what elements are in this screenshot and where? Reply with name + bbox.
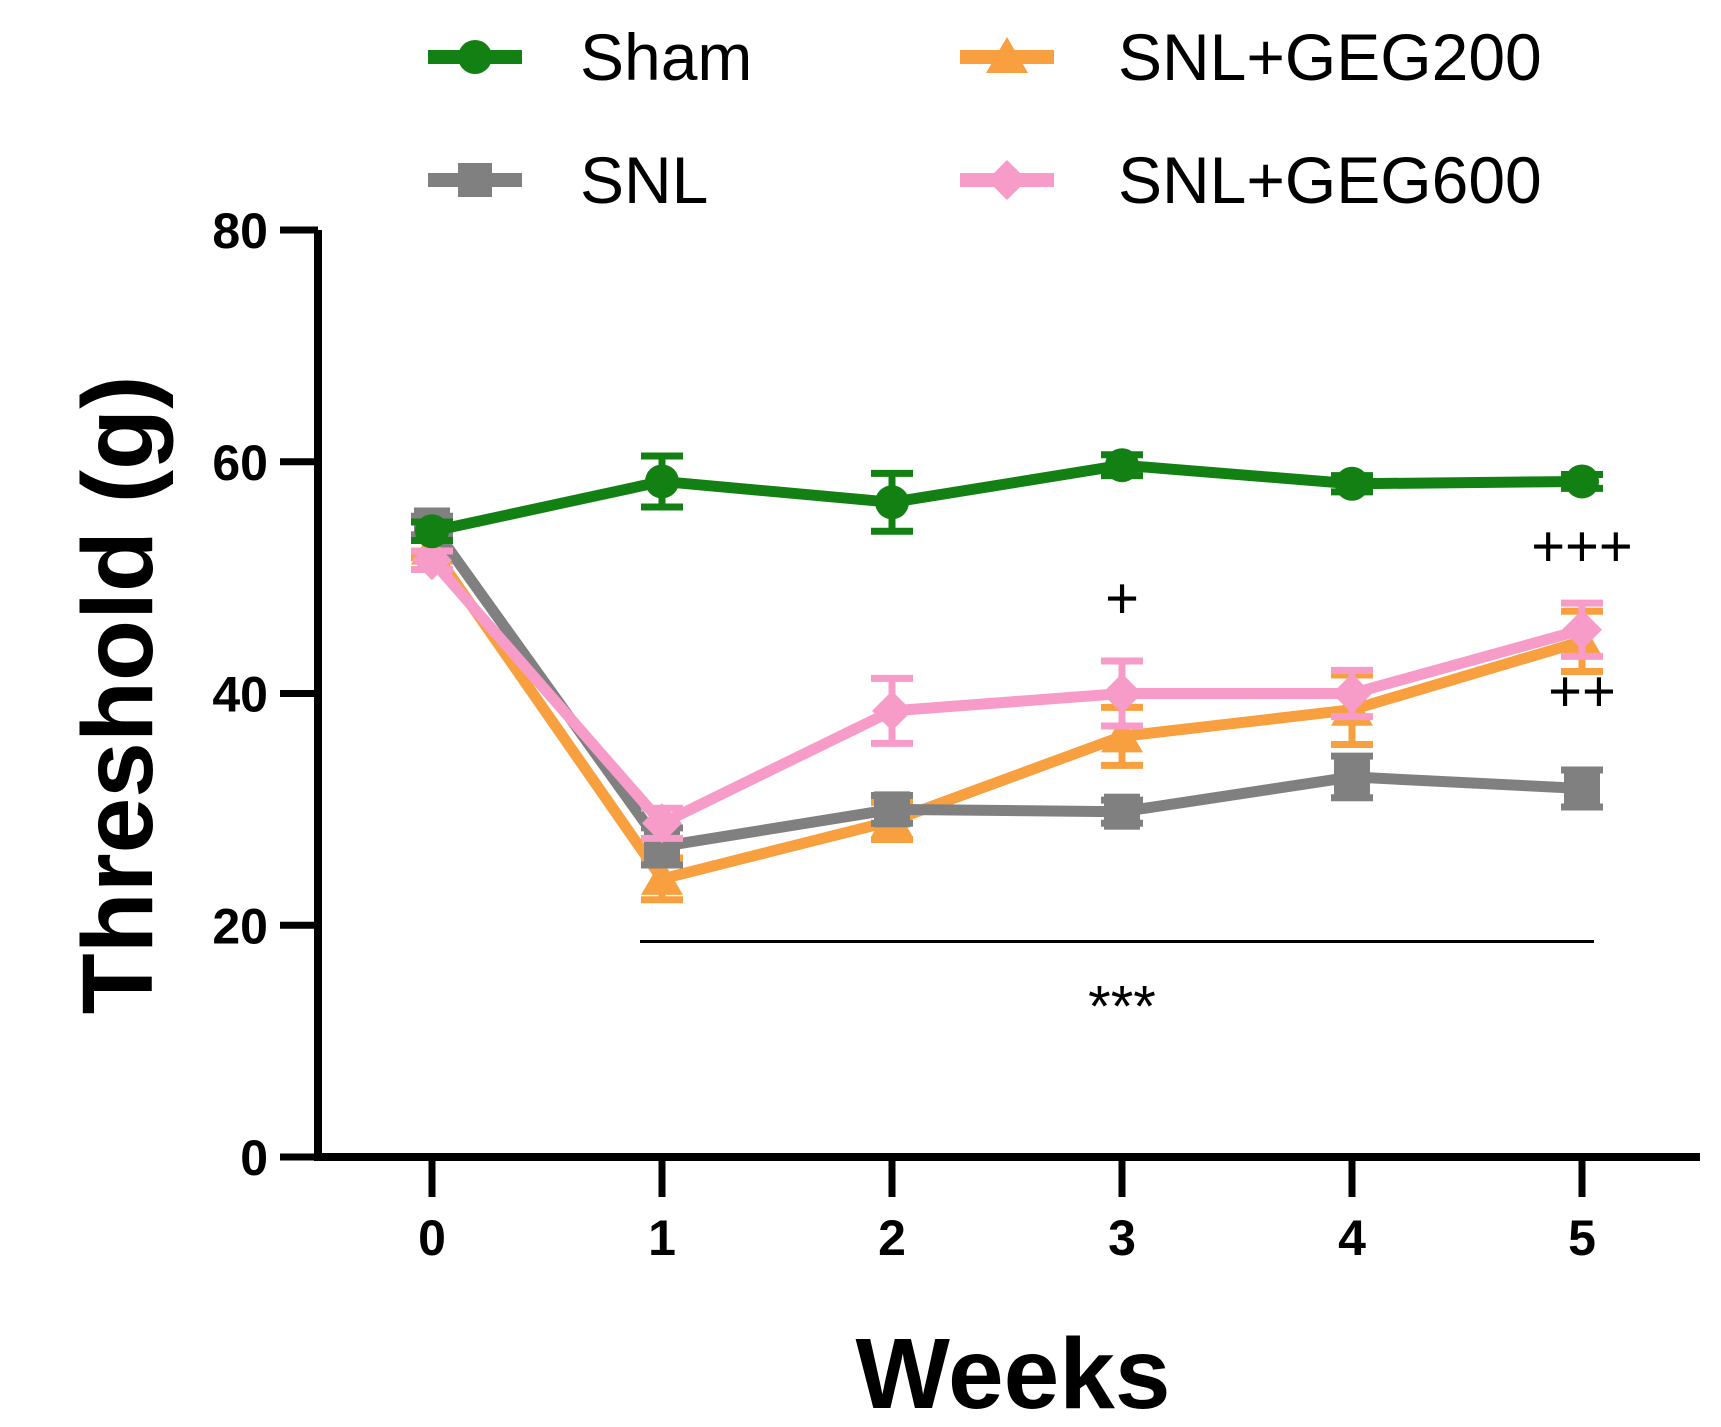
marker-snl-geg600-1 — [642, 803, 682, 844]
x-tick-label-2: 2 — [878, 1210, 906, 1266]
x-axis-title: Weeks — [855, 1318, 1170, 1427]
marker-snl-geg600-3 — [1102, 673, 1142, 714]
legend-marker-snl-geg200 — [986, 37, 1028, 73]
marker-snl-3 — [1104, 793, 1140, 830]
marker-snl-geg600-4 — [1332, 673, 1372, 714]
marker-snl-2 — [874, 791, 910, 828]
legend: Sham SNL SNL+GEG200 SNL+GEG600 — [428, 20, 1542, 217]
legend-marker-sham — [458, 40, 492, 74]
marker-snl-geg600-5 — [1562, 609, 1602, 650]
annotation-sig-bar: *** — [1088, 974, 1156, 1039]
marker-snl-5 — [1564, 770, 1600, 807]
y-tick-label-60: 60 — [212, 435, 268, 491]
series-snl-geg600 — [411, 540, 1603, 844]
y-tick-label-80: 80 — [212, 203, 268, 259]
legend-item-snl-geg200: SNL+GEG200 — [960, 20, 1542, 94]
legend-label-sham: Sham — [580, 20, 752, 94]
legend-item-sham: Sham — [428, 20, 752, 94]
axes: 0 20 40 60 80 0 1 2 3 4 5 — [212, 203, 1700, 1266]
legend-label-snl-geg600: SNL+GEG600 — [1118, 143, 1542, 217]
marker-snl-geg200-3 — [1101, 716, 1143, 753]
marker-snl-geg600-2 — [872, 690, 912, 731]
legend-item-snl-geg600: SNL+GEG600 — [960, 143, 1542, 217]
marker-sham-3 — [1105, 448, 1139, 483]
marker-sham-1 — [645, 464, 679, 499]
legend-marker-snl — [458, 163, 492, 197]
marker-sham-0 — [415, 514, 449, 549]
series-sham — [411, 448, 1603, 549]
annotations: ***++++++ — [640, 514, 1633, 1039]
marker-sham-2 — [875, 485, 909, 520]
x-tick-label-4: 4 — [1338, 1210, 1366, 1266]
legend-label-snl: SNL — [580, 143, 708, 217]
x-tick-label-5: 5 — [1568, 1210, 1596, 1266]
y-tick-label-20: 20 — [212, 898, 268, 954]
y-axis-title: Threshold (g) — [62, 376, 174, 1015]
plot-area — [411, 448, 1603, 904]
line-snl-geg600 — [427, 556, 1584, 829]
marker-sham-5 — [1565, 464, 1599, 499]
x-tick-label-0: 0 — [418, 1210, 446, 1266]
x-tick-label-1: 1 — [648, 1210, 676, 1266]
legend-item-snl: SNL — [428, 143, 708, 217]
x-tick-label-3: 3 — [1108, 1210, 1136, 1266]
legend-marker-snl-geg600 — [987, 160, 1027, 200]
marker-sham-4 — [1335, 466, 1369, 501]
annotation-week3-plus: + — [1105, 566, 1139, 631]
line-snl-geg200 — [427, 545, 1584, 885]
y-tick-label-40: 40 — [212, 667, 268, 723]
y-tick-label-0: 0 — [240, 1130, 268, 1186]
annotation-week5-ppp: +++ — [1531, 514, 1633, 579]
legend-label-snl-geg200: SNL+GEG200 — [1118, 20, 1542, 94]
marker-snl-geg200-1 — [641, 858, 683, 895]
marker-snl-geg600-0 — [412, 540, 452, 581]
marker-snl-4 — [1334, 758, 1370, 795]
series-snl-geg200 — [411, 528, 1603, 904]
line-snl — [427, 522, 1583, 852]
line-sham — [430, 459, 1583, 537]
